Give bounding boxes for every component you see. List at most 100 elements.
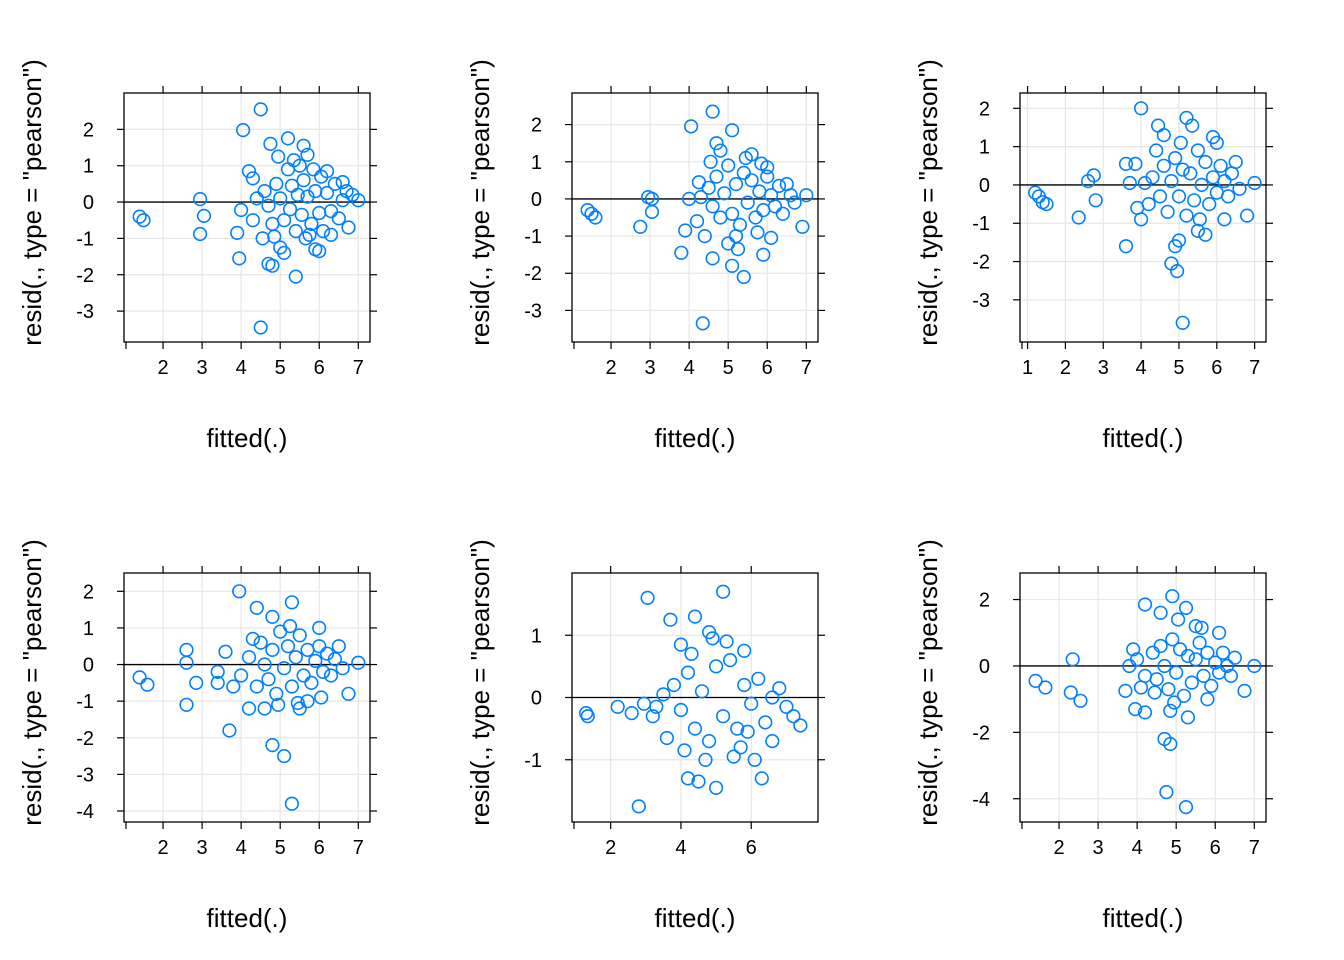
x-tick-label: 4 [1132, 837, 1143, 859]
panel-border [123, 572, 371, 823]
y-tick-label: 1 [83, 156, 94, 178]
y-axis-label: resid(., type = "pearson") [465, 59, 495, 346]
data-point [649, 699, 664, 714]
data-point [1178, 799, 1194, 815]
data-point [1185, 118, 1200, 133]
data-point [1188, 652, 1203, 667]
x-tick-label: 6 [762, 357, 773, 379]
data-point [312, 639, 327, 654]
panel-border [1019, 572, 1267, 823]
data-point [222, 723, 237, 738]
x-tick-label: 6 [1211, 357, 1222, 379]
data-point [1163, 703, 1178, 718]
data-point [241, 650, 257, 665]
data-point [196, 208, 212, 223]
x-tick-label: 3 [1098, 357, 1109, 379]
data-point [787, 195, 802, 210]
x-axis-label: fitted(.) [1103, 903, 1184, 933]
data-point [312, 244, 327, 259]
data-point [1133, 680, 1149, 695]
data-point [277, 245, 292, 260]
panel-1: 2 3 4 5 6 7 -3 -2 -1 0 1 2 fitted(.) resid(., type = … [17, 59, 377, 453]
data-point [1173, 135, 1188, 150]
data-point [267, 229, 282, 244]
data-point [703, 154, 718, 169]
data-point [684, 646, 699, 662]
x-axis-label: fitted(.) [655, 423, 736, 453]
x-tick-label: 4 [684, 357, 695, 379]
data-point [277, 748, 292, 764]
data-point [1232, 181, 1247, 196]
data-point [261, 672, 276, 687]
data-point [1028, 673, 1043, 689]
data-point [680, 665, 696, 680]
y-tick-label: 1 [531, 152, 542, 174]
data-point [1152, 189, 1168, 204]
data-point [689, 214, 705, 229]
data-point [756, 247, 771, 262]
y-tick-label: -2 [76, 728, 94, 750]
data-point [319, 185, 335, 201]
data-point [678, 223, 693, 238]
data-point [257, 184, 272, 199]
x-axis-label: fitted(.) [655, 903, 736, 933]
data-point [795, 219, 810, 234]
data-point [136, 213, 151, 228]
data-point [1217, 212, 1232, 227]
data-point [1169, 264, 1185, 279]
x-tick-label: 5 [275, 837, 286, 859]
data-point [300, 694, 315, 709]
data-point [302, 227, 317, 242]
data-point [296, 173, 311, 188]
panel-6: 2 3 4 5 6 7 -4 -2 0 2 fitted(.) resid(., type = "pe… [913, 539, 1273, 933]
data-point [284, 178, 300, 193]
data-point [232, 584, 247, 599]
data-point [284, 595, 300, 610]
data-point [1168, 151, 1183, 166]
x-axis-label: fitted(.) [207, 423, 288, 453]
data-point [758, 715, 773, 730]
data-point [312, 620, 327, 636]
y-tick-label: 2 [979, 98, 990, 120]
data-point [681, 191, 697, 206]
data-point [1209, 135, 1224, 150]
data-point [304, 675, 319, 691]
data-point [722, 652, 738, 668]
data-point [249, 679, 264, 694]
data-point [683, 119, 699, 134]
x-tick-label: 5 [1173, 357, 1184, 379]
data-point [677, 743, 692, 758]
data-point [1137, 597, 1153, 612]
data-point [580, 709, 595, 724]
data-point [674, 245, 689, 260]
data-point [1027, 185, 1043, 200]
data-point [273, 191, 288, 206]
data-point [1133, 212, 1149, 227]
data-point [1179, 208, 1194, 223]
data-point [1198, 154, 1213, 170]
data-point [728, 177, 744, 192]
data-point [210, 664, 225, 680]
data-point [1192, 212, 1207, 227]
y-tick-label: 2 [83, 119, 94, 141]
x-tick-label: 7 [353, 357, 364, 379]
data-point [1211, 625, 1227, 640]
data-point [339, 184, 354, 199]
data-point [1176, 688, 1192, 703]
data-point [193, 192, 208, 207]
data-point [799, 188, 814, 203]
data-point [752, 184, 767, 199]
data-point [709, 169, 724, 184]
data-point [738, 150, 753, 166]
data-point [1184, 675, 1199, 690]
data-point [261, 198, 276, 213]
data-point [1247, 175, 1262, 191]
y-tick-label: 2 [979, 590, 990, 612]
data-point [296, 138, 311, 153]
data-point [1186, 193, 1202, 208]
data-point [341, 220, 356, 235]
x-axis-label: fitted(.) [1103, 423, 1184, 453]
data-point [687, 721, 703, 736]
data-point [1063, 685, 1078, 700]
data-point [1215, 645, 1231, 660]
